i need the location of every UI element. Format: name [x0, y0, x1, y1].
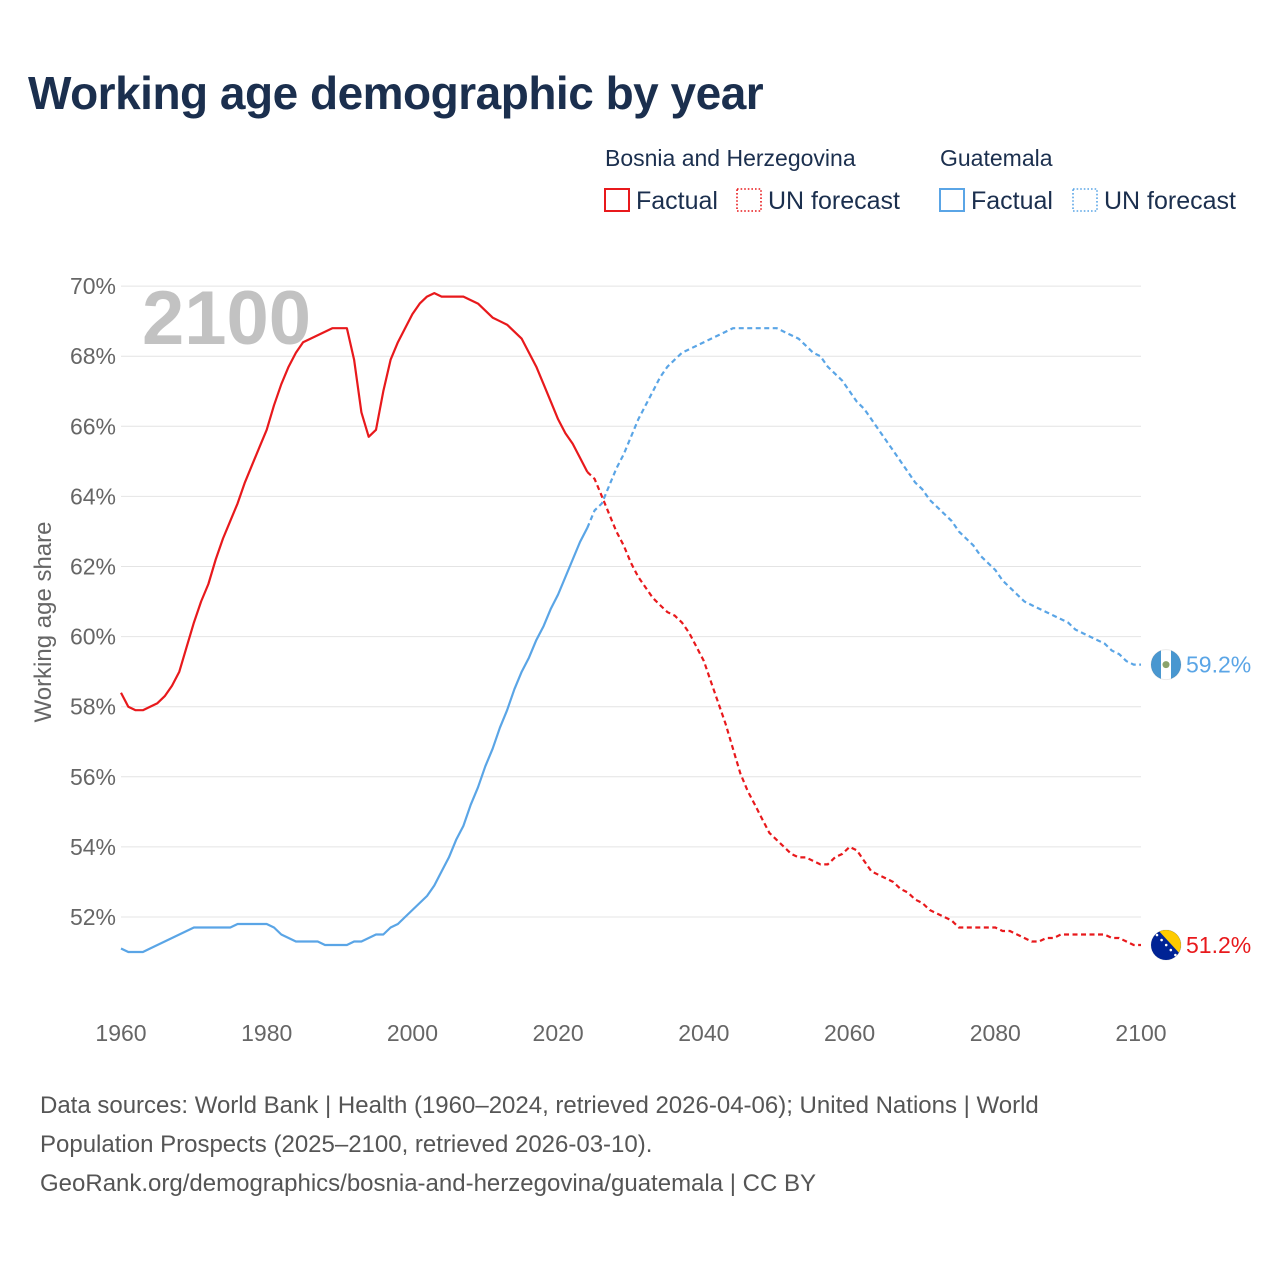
year-watermark: 2100 [142, 276, 311, 361]
legend-swatch [939, 188, 965, 212]
footer-line-1: Data sources: World Bank | Health (1960–… [40, 1092, 1039, 1119]
y-axis-label: Working age share [30, 522, 57, 723]
end-value-label: 51.2% [1186, 932, 1251, 958]
legend-label: UN forecast [768, 187, 900, 215]
legend-item-forecast[interactable]: UN forecast [736, 187, 900, 215]
x-tick-label: 2100 [1115, 1020, 1166, 1046]
legend-swatch [1072, 188, 1098, 212]
legend-swatch [604, 188, 630, 212]
legend-item-factual[interactable]: Factual [939, 187, 1053, 215]
y-tick-label: 70% [70, 273, 116, 299]
legend-label: Factual [971, 187, 1053, 215]
x-tick-label: 1980 [241, 1020, 292, 1046]
y-tick-label: 68% [70, 343, 116, 369]
y-tick-label: 66% [70, 413, 116, 439]
legend-swatch [736, 188, 762, 212]
series-lines [120, 292, 1141, 954]
x-tick-label: 2000 [387, 1020, 438, 1046]
chart-canvas: 52% 54% 56% 58% 60% 62% 64% 66% 68% 70% 1960 1980 2… [30, 145, 1251, 1046]
y-tick-label: 58% [70, 694, 116, 720]
footer-line-3: GeoRank.org/demographics/bosnia-and-herz… [40, 1170, 817, 1197]
legend-group-title: Guatemala [940, 145, 1053, 171]
x-tick-label: 1960 [95, 1020, 146, 1046]
legend[interactable]: Bosnia and Herzegovina Factual UN forecast… [604, 145, 1236, 215]
series-line-forecast-0[interactable] [586, 471, 1141, 947]
legend-item-forecast[interactable]: UN forecast [1072, 187, 1236, 215]
legend-item-factual[interactable]: Factual [604, 187, 718, 215]
series-line-factual-1[interactable] [120, 527, 589, 954]
y-tick-label: 62% [70, 554, 116, 580]
footer-sources: Data sources: World Bank | Health (1960–… [40, 1086, 1220, 1203]
y-tick-label: 64% [70, 483, 116, 509]
legend-group-title: Bosnia and Herzegovina [605, 145, 856, 171]
bosnia-flag [1151, 930, 1181, 961]
y-axis-ticks: 52% 54% 56% 58% 60% 62% 64% 66% 68% 70% [70, 273, 116, 930]
legend-label: UN forecast [1104, 187, 1236, 215]
x-tick-label: 2020 [533, 1020, 584, 1046]
gridlines [121, 285, 1141, 918]
y-tick-label: 60% [70, 624, 116, 650]
y-tick-label: 54% [70, 834, 116, 860]
series-line-factual-0[interactable] [120, 292, 589, 712]
y-tick-label: 52% [70, 904, 116, 930]
guatemala-flag [1151, 649, 1181, 680]
end-labels: 51.2% 59.2% [1150, 649, 1251, 961]
x-tick-label: 2040 [678, 1020, 729, 1046]
chart-title: Working age demographic by year [28, 67, 764, 119]
legend-label: Factual [636, 187, 718, 215]
end-value-label: 59.2% [1186, 652, 1251, 678]
x-axis-ticks: 1960 1980 2000 2020 2040 2060 2080 2100 [95, 1020, 1166, 1046]
x-tick-label: 2060 [824, 1020, 875, 1046]
y-tick-label: 56% [70, 764, 116, 790]
series-line-forecast-1[interactable] [586, 327, 1141, 666]
x-tick-label: 2080 [970, 1020, 1021, 1046]
footer-line-2: Population Prospects (2025–2100, retriev… [40, 1131, 653, 1158]
